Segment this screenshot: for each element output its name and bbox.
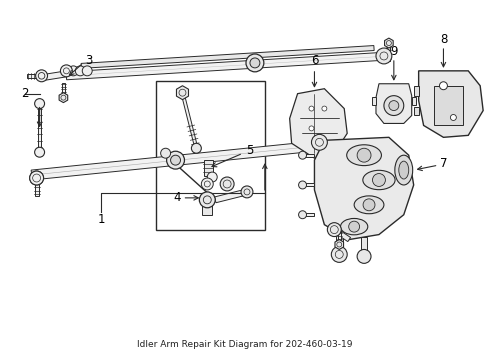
Circle shape	[220, 177, 234, 191]
Polygon shape	[332, 228, 350, 242]
Polygon shape	[176, 86, 188, 100]
Circle shape	[30, 171, 43, 185]
Text: 2: 2	[21, 87, 28, 100]
Circle shape	[388, 100, 398, 111]
Bar	[433, 86, 462, 125]
Polygon shape	[41, 71, 67, 81]
Polygon shape	[35, 178, 39, 196]
Circle shape	[331, 247, 346, 262]
Polygon shape	[66, 52, 388, 80]
Polygon shape	[62, 83, 65, 96]
Polygon shape	[413, 107, 418, 114]
Circle shape	[166, 151, 184, 169]
Polygon shape	[386, 45, 389, 61]
Ellipse shape	[353, 196, 383, 214]
Circle shape	[326, 223, 341, 237]
Circle shape	[61, 65, 72, 77]
Polygon shape	[202, 201, 212, 215]
Circle shape	[161, 148, 170, 158]
Circle shape	[241, 186, 252, 198]
Circle shape	[372, 174, 385, 186]
Polygon shape	[375, 84, 411, 123]
Ellipse shape	[398, 161, 408, 179]
Circle shape	[356, 249, 370, 264]
Polygon shape	[302, 184, 314, 186]
Bar	[155, 81, 264, 230]
Polygon shape	[38, 105, 41, 150]
Polygon shape	[360, 237, 366, 256]
Text: 9: 9	[389, 45, 397, 58]
Circle shape	[35, 147, 44, 157]
Polygon shape	[31, 140, 324, 180]
Polygon shape	[302, 213, 314, 216]
Circle shape	[449, 114, 455, 121]
Polygon shape	[81, 46, 373, 68]
Circle shape	[356, 148, 370, 162]
Polygon shape	[314, 137, 413, 239]
Circle shape	[439, 82, 447, 90]
Text: 1: 1	[97, 213, 104, 226]
Ellipse shape	[362, 170, 394, 190]
Circle shape	[249, 58, 259, 68]
Circle shape	[298, 211, 306, 219]
Circle shape	[36, 70, 47, 82]
Text: 5: 5	[246, 144, 253, 157]
Circle shape	[68, 66, 78, 76]
Polygon shape	[289, 89, 346, 158]
Circle shape	[30, 171, 43, 185]
Text: 7: 7	[439, 157, 447, 170]
Circle shape	[298, 181, 306, 189]
Polygon shape	[384, 38, 392, 48]
Polygon shape	[334, 239, 343, 249]
Text: 8: 8	[439, 33, 446, 46]
Circle shape	[311, 134, 326, 150]
Text: 3: 3	[85, 54, 93, 67]
Circle shape	[298, 151, 306, 159]
Circle shape	[348, 221, 359, 232]
Polygon shape	[203, 160, 212, 176]
Ellipse shape	[394, 155, 412, 185]
Polygon shape	[335, 235, 342, 255]
Polygon shape	[371, 96, 375, 105]
Ellipse shape	[346, 145, 381, 166]
Polygon shape	[214, 189, 247, 203]
Circle shape	[82, 66, 92, 76]
Polygon shape	[337, 230, 340, 243]
Circle shape	[321, 106, 326, 111]
Circle shape	[75, 66, 85, 76]
Polygon shape	[27, 74, 41, 78]
Circle shape	[35, 99, 44, 109]
Polygon shape	[418, 71, 482, 137]
Circle shape	[383, 96, 403, 116]
Circle shape	[170, 155, 180, 165]
Circle shape	[362, 199, 374, 211]
Circle shape	[375, 48, 391, 64]
Circle shape	[245, 54, 264, 72]
Text: 6: 6	[310, 54, 318, 67]
Polygon shape	[413, 86, 418, 96]
Polygon shape	[302, 154, 314, 157]
Text: Idler Arm Repair Kit Diagram for 202-460-03-19: Idler Arm Repair Kit Diagram for 202-460…	[137, 340, 351, 349]
Circle shape	[308, 106, 313, 111]
Circle shape	[308, 126, 313, 131]
Circle shape	[199, 192, 215, 208]
Circle shape	[207, 172, 217, 182]
Circle shape	[191, 143, 201, 153]
Polygon shape	[181, 92, 198, 149]
Polygon shape	[411, 96, 415, 105]
Circle shape	[201, 178, 213, 190]
Polygon shape	[59, 93, 67, 103]
Ellipse shape	[340, 219, 367, 235]
Text: 4: 4	[173, 192, 181, 204]
